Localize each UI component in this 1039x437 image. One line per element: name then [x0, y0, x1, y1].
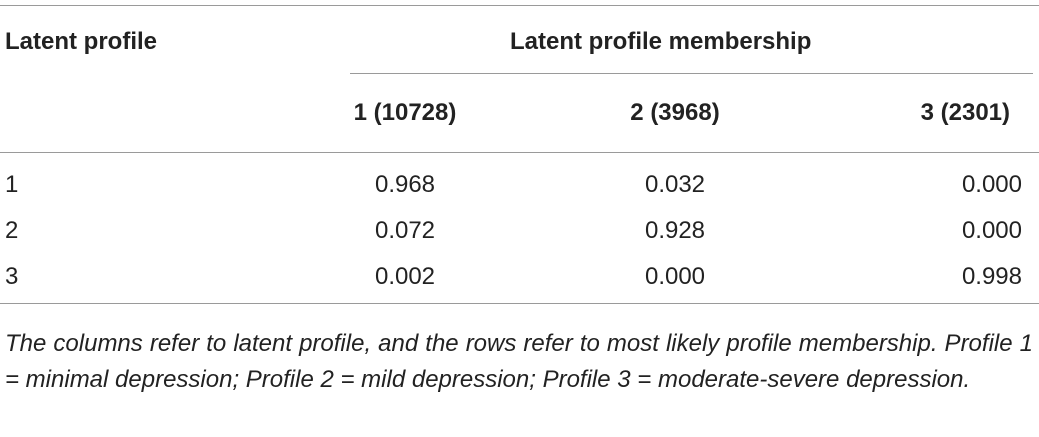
cell: 0.998 [961, 263, 1022, 290]
spanner-header: Latent profile membership [510, 28, 812, 55]
cell: 0.000 [961, 171, 1022, 198]
row-label: 3 [5, 263, 19, 290]
column-header: 1 (10728) [353, 99, 457, 126]
stub-header: Latent profile [5, 28, 158, 55]
cell: 0.968 [374, 171, 436, 198]
row-label: 1 [5, 171, 19, 198]
footnote: The columns refer to latent profile, and… [5, 330, 1033, 393]
bottom-rule [0, 303, 1039, 304]
column-header: 3 (2301) [920, 99, 1010, 126]
cell: 0.000 [644, 263, 706, 290]
top-rule [0, 5, 1039, 6]
spanner-rule [350, 73, 1033, 74]
cell: 0.928 [644, 217, 706, 244]
header-rule [0, 152, 1039, 153]
cell: 0.032 [644, 171, 706, 198]
cell: 0.002 [374, 263, 436, 290]
row-label: 2 [5, 217, 19, 244]
cell: 0.072 [374, 217, 436, 244]
column-header: 2 (3968) [630, 99, 720, 126]
cell: 0.000 [961, 217, 1022, 244]
